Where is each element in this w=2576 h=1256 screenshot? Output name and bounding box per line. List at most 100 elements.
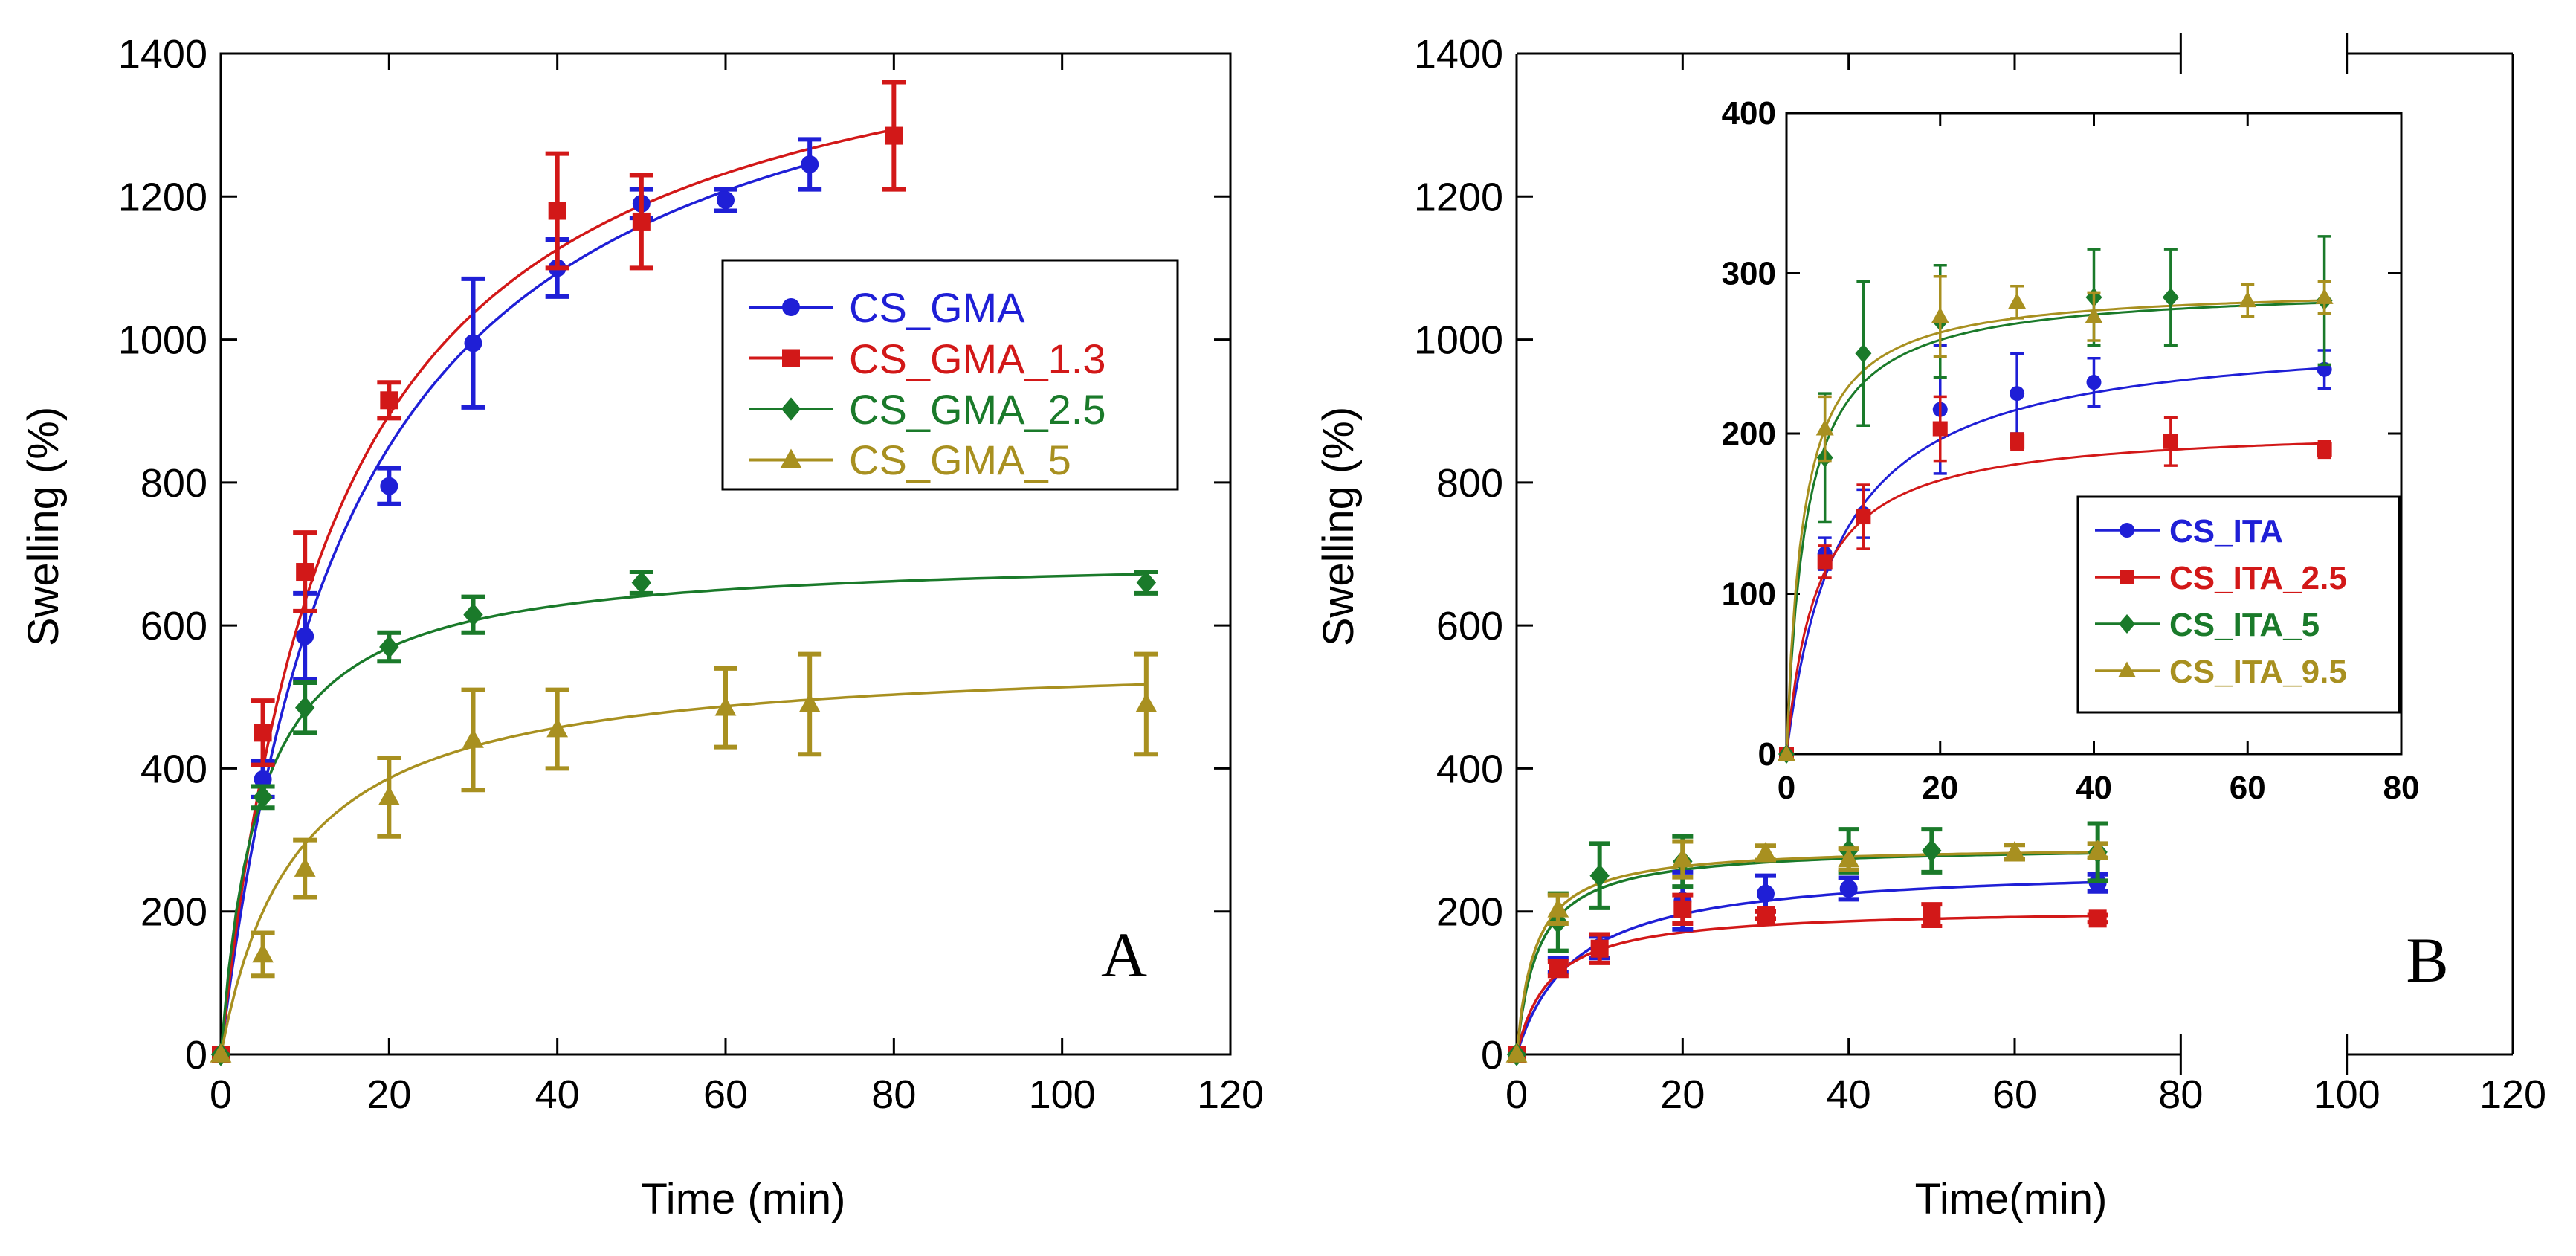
panel-a-point-1-2 [296, 563, 314, 582]
inset-data-marks [1778, 235, 2334, 764]
inset-point-3-1 [1815, 419, 1834, 436]
panel-a-point-3-0 [210, 1043, 232, 1063]
legend-b-label-2: CS_ITA_5 [2169, 607, 2320, 643]
panel-a-fit-3 [219, 683, 1146, 1055]
panel-b-ytick-label-1: 200 [1436, 890, 1503, 935]
panel-b-point-3-4 [1838, 848, 1860, 868]
panel-a-point-0-7 [717, 191, 735, 210]
inset-point-3-5 [2238, 291, 2257, 308]
panel-a-fit-2 [219, 573, 1146, 1055]
inset-point-2-5 [2162, 287, 2179, 307]
inset-ytick-label-2: 200 [1722, 416, 1776, 452]
inset-point-1-1 [1817, 554, 1833, 570]
inset-point-3-2 [1931, 307, 1949, 323]
panel-b-xtick-label-5: 100 [2314, 1072, 2380, 1117]
panel-b-point-1-1 [1549, 959, 1567, 978]
panel-a-ytick-label-7: 1400 [118, 32, 207, 77]
panel-b-point-3-2 [1671, 848, 1694, 868]
panel-b-fit-3 [1515, 851, 2098, 1055]
panel-a-ytick-label-4: 800 [141, 461, 207, 506]
panel-b-ylabel: Swelling (%) [1314, 407, 1363, 646]
inset-point-3-4 [2085, 307, 2103, 323]
inset-xtick-label-1: 20 [1922, 770, 1958, 806]
inset-point-2-2 [1855, 344, 1872, 364]
panel-a-data-marks [210, 80, 1158, 1066]
panel-b-point-3-6 [2087, 839, 2109, 859]
panel-a-ytick-label-5: 1000 [118, 318, 207, 363]
inset-point-3-0 [1778, 744, 1795, 761]
panel-a-ytick-label-3: 600 [141, 604, 207, 648]
inset-point-1-4 [2010, 434, 2025, 449]
panel-b-point-2-5 [1922, 839, 1942, 863]
panel-a-xtick-label-5: 100 [1029, 1072, 1096, 1117]
panel-a-point-0-4 [464, 334, 482, 352]
inset-point-1-2 [1856, 509, 1871, 525]
inset-xtick-label-3: 60 [2230, 770, 2266, 806]
inset-point-0-5 [2086, 375, 2102, 390]
panel-a-point-3-7 [798, 692, 821, 712]
panel-b-point-3-0 [1505, 1043, 1528, 1063]
panel-b-xtick-label-4: 80 [2158, 1072, 2203, 1117]
panel-a-ytick-label-6: 1200 [118, 175, 207, 219]
panel-b-ytick-label-6: 1200 [1414, 175, 1503, 219]
panel-a-xtick-label-4: 80 [871, 1072, 916, 1117]
panel-b-point-2-2 [1589, 864, 1610, 888]
panel-b-fit-0 [1515, 880, 2098, 1055]
panel-a-point-2-5 [631, 570, 652, 595]
panel-a-legend-glyphs [749, 298, 833, 468]
panel-a-ylabel: Swelling (%) [19, 407, 68, 646]
panel-b-point-1-6 [2088, 909, 2107, 928]
panel-a-point-2-2 [294, 696, 315, 720]
panel-a-legend: CS_GMA CS_GMA_1.3 CS_GMA_2.5 CS_GMA_5 [721, 259, 1179, 491]
panel-b-ytick-label-5: 1000 [1414, 318, 1503, 363]
legend-b-label-0: CS_ITA [2169, 513, 2283, 550]
inset-point-3-3 [2008, 292, 2027, 309]
panel-b-ytick-label-4: 800 [1436, 461, 1503, 506]
panel-a-point-2-1 [253, 785, 273, 809]
legend-b-marker-3 [2118, 661, 2136, 677]
panel-a-point-3-2 [294, 857, 316, 877]
panel-a-point-1-3 [380, 391, 398, 410]
inset-point-0-4 [2010, 386, 2025, 402]
inset-ytick-label-3: 300 [1722, 256, 1776, 292]
panel-a-point-3-5 [546, 718, 569, 738]
panel-a-point-3-3 [378, 785, 400, 805]
inset-point-1-5 [2163, 434, 2178, 449]
legend-a-label-1: CS_GMA_1.3 [849, 335, 1106, 382]
inset-point-1-6 [2317, 442, 2332, 457]
legend-a-marker-2 [781, 397, 801, 421]
panel-a-point-0-8 [801, 155, 819, 174]
inset-axes: 0 20 40 60 80 0 100 200 300 400 [1722, 95, 2420, 806]
panel-b-xlabel: Time(min) [1915, 1175, 2108, 1223]
legend-a-marker-0 [782, 298, 800, 316]
legend-a-label-2: CS_GMA_2.5 [849, 386, 1106, 433]
legend-a-label-0: CS_GMA [849, 284, 1025, 331]
inset-xtick-label-2: 40 [2076, 770, 2112, 806]
legend-a-marker-1 [782, 349, 800, 367]
panel-b-xtick-label-0: 0 [1505, 1072, 1528, 1117]
panel-a-xtick-label-1: 20 [367, 1072, 411, 1117]
inset-fit-3 [1785, 299, 2325, 755]
legend-b-marker-2 [2119, 614, 2135, 634]
panel-b-ytick-label-3: 600 [1436, 604, 1503, 648]
panel-b-data-marks [1505, 821, 2109, 1066]
panel-a-point-2-3 [379, 635, 399, 659]
panel-a-point-1-4 [548, 202, 566, 220]
inset-fit-0 [1785, 367, 2325, 755]
panel-a-point-3-1 [252, 943, 274, 963]
panel-a-point-1-6 [885, 126, 903, 145]
inset-ytick-label-1: 100 [1722, 576, 1776, 613]
panel-b-inset: 0 20 40 60 80 0 100 200 300 400 CS_ITA CS_ITA_2.5… [1722, 95, 2420, 806]
legend-a-marker-3 [780, 448, 802, 468]
panel-a-point-2-4 [463, 603, 483, 627]
panel-a-xtick-label-6: 120 [1197, 1072, 1264, 1117]
inset-ytick-label-4: 400 [1722, 95, 1776, 132]
panel-b-fit-curves [1515, 851, 2098, 1055]
panel-b-fit-1 [1515, 914, 2098, 1055]
panel-a-ytick-label-1: 200 [141, 890, 207, 935]
panel-a-ytick-label-2: 400 [141, 747, 207, 791]
panel-b-ytick-label-2: 400 [1436, 747, 1503, 791]
panel-b-xtick-label-6: 120 [2479, 1072, 2546, 1117]
panel-a-xlabel: Time (min) [642, 1175, 846, 1223]
inset-point-1-3 [1932, 421, 1948, 437]
